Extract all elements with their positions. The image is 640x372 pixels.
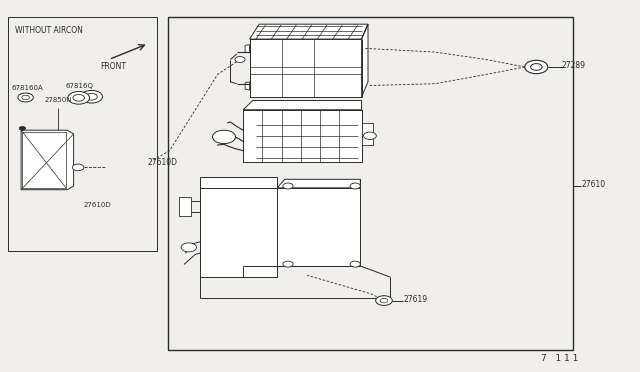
Text: WITHOUT AIRCON: WITHOUT AIRCON	[15, 26, 83, 35]
Circle shape	[18, 93, 33, 102]
Text: 27289: 27289	[562, 61, 586, 70]
Circle shape	[283, 183, 293, 189]
Circle shape	[73, 94, 84, 101]
Polygon shape	[245, 82, 250, 90]
Bar	[243, 110, 362, 162]
Circle shape	[376, 296, 392, 305]
Text: 27850N: 27850N	[45, 97, 72, 103]
Text: 27610D: 27610D	[83, 202, 111, 208]
Circle shape	[531, 64, 542, 70]
Bar	[277, 188, 360, 266]
Circle shape	[22, 95, 29, 100]
Text: 7   1 1 1: 7 1 1 1	[541, 354, 578, 363]
Bar	[168, 17, 573, 350]
Circle shape	[525, 60, 548, 74]
Bar	[8, 17, 157, 251]
Polygon shape	[245, 45, 250, 53]
Circle shape	[212, 130, 236, 144]
Circle shape	[380, 298, 388, 303]
Circle shape	[19, 126, 26, 130]
Polygon shape	[243, 100, 362, 110]
Bar	[200, 177, 277, 277]
Polygon shape	[277, 179, 360, 188]
Text: 27619: 27619	[403, 295, 428, 304]
Polygon shape	[362, 24, 368, 97]
Text: 67816Q: 67816Q	[65, 83, 93, 89]
Circle shape	[86, 93, 97, 100]
Bar	[179, 197, 191, 216]
Circle shape	[81, 90, 102, 103]
Polygon shape	[250, 24, 368, 39]
Polygon shape	[21, 130, 74, 190]
Circle shape	[68, 92, 90, 104]
Circle shape	[283, 261, 293, 267]
Bar	[362, 123, 373, 145]
Text: FRONT: FRONT	[100, 62, 127, 71]
Bar	[22, 132, 66, 188]
Text: 27610D: 27610D	[147, 158, 177, 167]
Text: 27610: 27610	[581, 180, 605, 189]
Circle shape	[350, 183, 360, 189]
Circle shape	[350, 261, 360, 267]
Circle shape	[72, 164, 84, 171]
Circle shape	[181, 243, 196, 252]
Circle shape	[235, 57, 245, 62]
Text: 678160A: 678160A	[12, 85, 44, 91]
Bar	[250, 39, 362, 97]
Circle shape	[364, 132, 376, 140]
